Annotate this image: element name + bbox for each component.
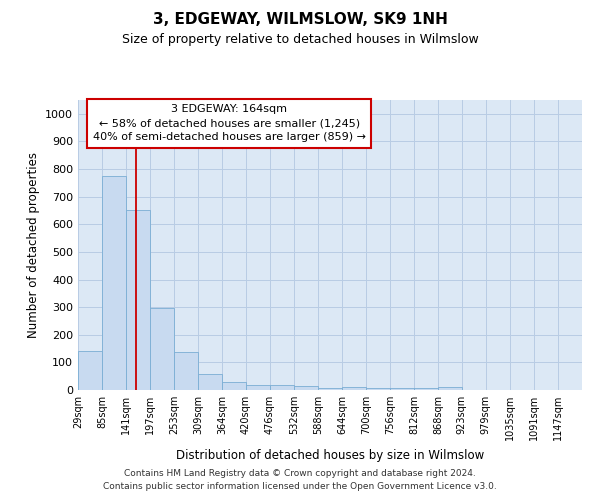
Bar [318, 388, 342, 390]
Text: 3, EDGEWAY, WILMSLOW, SK9 1NH: 3, EDGEWAY, WILMSLOW, SK9 1NH [152, 12, 448, 28]
Bar [102, 176, 126, 390]
Bar [150, 308, 174, 390]
Text: Size of property relative to detached houses in Wilmslow: Size of property relative to detached ho… [122, 32, 478, 46]
Y-axis label: Number of detached properties: Number of detached properties [26, 152, 40, 338]
Bar [270, 385, 294, 390]
Bar [174, 352, 198, 390]
X-axis label: Distribution of detached houses by size in Wilmslow: Distribution of detached houses by size … [176, 448, 484, 462]
Text: Contains HM Land Registry data © Crown copyright and database right 2024.: Contains HM Land Registry data © Crown c… [124, 468, 476, 477]
Bar [294, 386, 318, 390]
Bar [366, 388, 390, 390]
Bar [222, 382, 246, 390]
Bar [246, 385, 270, 390]
Bar [342, 387, 366, 390]
Bar [78, 352, 102, 390]
Bar [390, 388, 414, 390]
Text: Contains public sector information licensed under the Open Government Licence v3: Contains public sector information licen… [103, 482, 497, 491]
Bar [126, 210, 150, 390]
Bar [438, 387, 462, 390]
Bar [414, 388, 438, 390]
Bar [198, 374, 222, 390]
Text: 3 EDGEWAY: 164sqm
← 58% of detached houses are smaller (1,245)
40% of semi-detac: 3 EDGEWAY: 164sqm ← 58% of detached hous… [92, 104, 366, 142]
